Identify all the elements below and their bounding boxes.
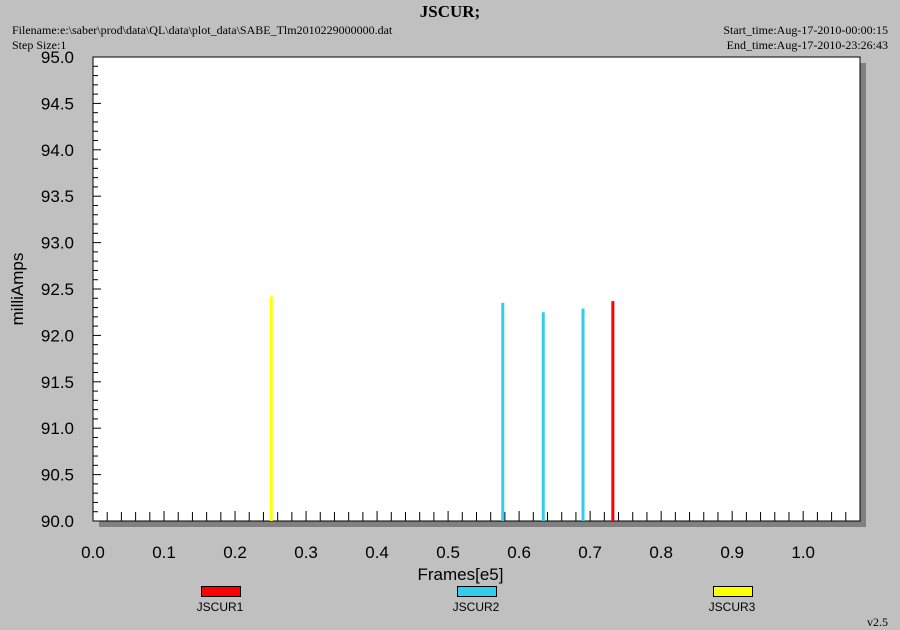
x-tick-label: 0.7 xyxy=(578,543,602,562)
y-tick-label: 90.0 xyxy=(41,512,74,531)
y-tick-label: 91.5 xyxy=(41,373,74,392)
y-tick-label: 93.0 xyxy=(41,234,74,253)
legend-swatch-jscur1 xyxy=(201,586,241,597)
start-time-label: Start_time:Aug-17-2010-00:00:15 xyxy=(723,23,888,37)
x-tick-label: 0.8 xyxy=(649,543,673,562)
legend-label-jscur3: JSCUR3 xyxy=(708,600,756,614)
y-axis-label: milliAmps xyxy=(8,253,27,326)
x-tick-label: 0.4 xyxy=(365,543,389,562)
x-tick-label: 0.0 xyxy=(81,543,105,562)
legend-label-jscur2: JSCUR2 xyxy=(452,600,500,614)
y-tick-label: 92.0 xyxy=(41,326,74,345)
y-tick-label: 90.5 xyxy=(41,466,74,485)
x-tick-label: 0.6 xyxy=(507,543,531,562)
x-axis-label: Frames[e5] xyxy=(418,565,504,584)
chart-title: JSCUR; xyxy=(419,2,481,21)
y-tick-label: 94.0 xyxy=(41,141,74,160)
x-tick-label: 0.9 xyxy=(720,543,744,562)
legend-label-jscur1: JSCUR1 xyxy=(196,600,244,614)
x-tick-label: 1.0 xyxy=(791,543,815,562)
y-tick-label: 93.5 xyxy=(41,187,74,206)
y-tick-label: 94.5 xyxy=(41,94,74,113)
plot-background xyxy=(92,56,861,522)
legend-swatch-jscur3 xyxy=(713,586,753,597)
x-tick-label: 0.2 xyxy=(223,543,247,562)
y-tick-label: 92.5 xyxy=(41,280,74,299)
version-label: v2.5 xyxy=(867,615,888,629)
end-time-label: End_time:Aug-17-2010-23:26:43 xyxy=(726,38,888,52)
legend-swatch-jscur2 xyxy=(457,586,497,597)
y-tick-label: 95.0 xyxy=(41,48,74,67)
filename-label: Filename:e:\saber\prod\data\QL\data\plot… xyxy=(12,23,393,37)
x-tick-label: 0.1 xyxy=(152,543,176,562)
y-tick-label: 91.0 xyxy=(41,419,74,438)
x-tick-label: 0.5 xyxy=(436,543,460,562)
step-size-label: Step Size:1 xyxy=(12,38,67,52)
x-tick-label: 0.3 xyxy=(294,543,318,562)
